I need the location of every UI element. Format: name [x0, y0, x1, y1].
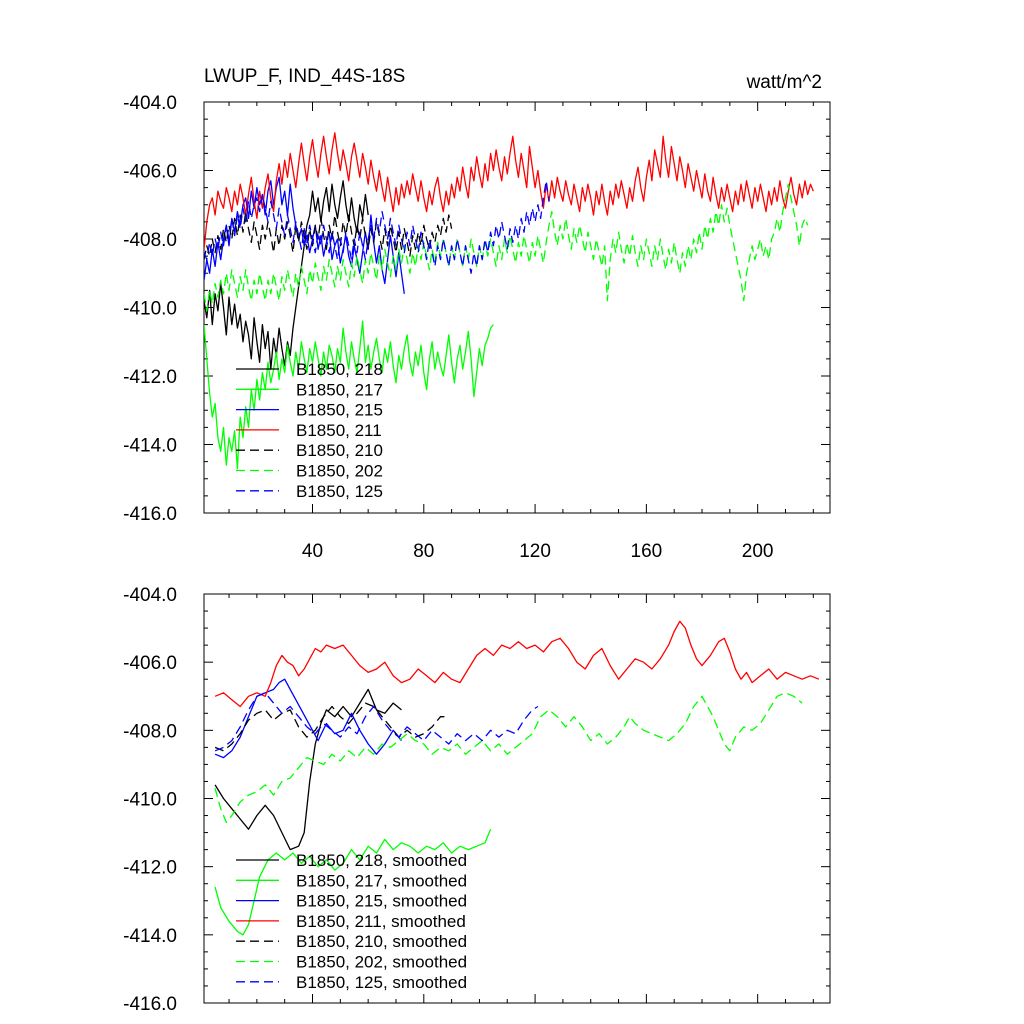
series-line-2 — [214, 828, 492, 936]
chart-title: LWUP_F, IND_44S-18S — [204, 66, 405, 87]
y-tick-label: -404.0 — [123, 93, 177, 114]
x-tick-label: 120 — [519, 541, 551, 562]
series-line-6 — [204, 183, 809, 312]
legend-label: B1850, 125, smoothed — [296, 973, 467, 992]
y-tick-label: -412.0 — [123, 367, 177, 388]
series-line-7 — [204, 180, 550, 274]
legend-label: B1850, 218, smoothed — [296, 851, 467, 870]
legend-label: B1850, 211, smoothed — [296, 912, 466, 931]
chart-units: watt/m^2 — [746, 72, 822, 93]
series-line-6 — [214, 692, 803, 824]
y-tick-label: -406.0 — [123, 162, 177, 183]
y-tick-label: -406.0 — [123, 653, 177, 674]
series-line-3 — [204, 176, 405, 294]
legend-label: B1850, 218 — [296, 360, 383, 379]
legend-label: B1850, 202 — [296, 462, 383, 481]
y-tick-label: -410.0 — [123, 790, 177, 811]
series-line-7 — [214, 692, 539, 752]
series-line-1 — [204, 180, 369, 370]
legend-label: B1850, 125 — [296, 482, 383, 501]
series-line-5 — [204, 210, 453, 260]
y-tick-label: -412.0 — [123, 858, 177, 879]
legend-label: B1850, 217, smoothed — [296, 871, 467, 890]
series-group — [204, 132, 814, 470]
x-tick-label: 200 — [742, 541, 774, 562]
legend-label: B1850, 210, smoothed — [296, 932, 467, 951]
legend-label: B1850, 215, smoothed — [296, 892, 467, 911]
x-tick-label: 80 — [413, 541, 434, 562]
series-line-2 — [204, 320, 494, 470]
legend-label: B1850, 210 — [296, 441, 383, 460]
series-line-4 — [204, 132, 814, 250]
y-tick-label: -414.0 — [123, 436, 177, 457]
series-line-1 — [214, 688, 402, 851]
y-tick-label: -408.0 — [123, 230, 177, 251]
chart-panel-1: -404.0 -406.0 -408.0 -410.0 -412.0 -414.0 -416… — [123, 66, 831, 562]
y-tick-label: -404.0 — [123, 585, 177, 606]
legend-label: B1850, 215 — [296, 401, 383, 420]
y-tick-label: -416.0 — [123, 504, 177, 525]
x-tick-label: 160 — [631, 541, 663, 562]
legend-label: B1850, 211 — [296, 421, 382, 440]
legend-label: B1850, 217 — [296, 380, 383, 399]
series-line-4 — [214, 620, 820, 708]
series-line-3 — [214, 678, 403, 759]
y-tick-label: -416.0 — [123, 994, 177, 1015]
x-tick-label: 40 — [302, 541, 323, 562]
y-tick-label: -408.0 — [123, 721, 177, 742]
legend-label: B1850, 202, smoothed — [296, 953, 467, 972]
chart-panel-2: -404.0 -406.0 -408.0 -410.0 -412.0 -414.0 -416… — [123, 585, 831, 1015]
y-tick-label: -414.0 — [123, 926, 177, 947]
y-tick-label: -410.0 — [123, 299, 177, 320]
series-group — [214, 620, 820, 936]
series-line-5 — [214, 702, 447, 752]
